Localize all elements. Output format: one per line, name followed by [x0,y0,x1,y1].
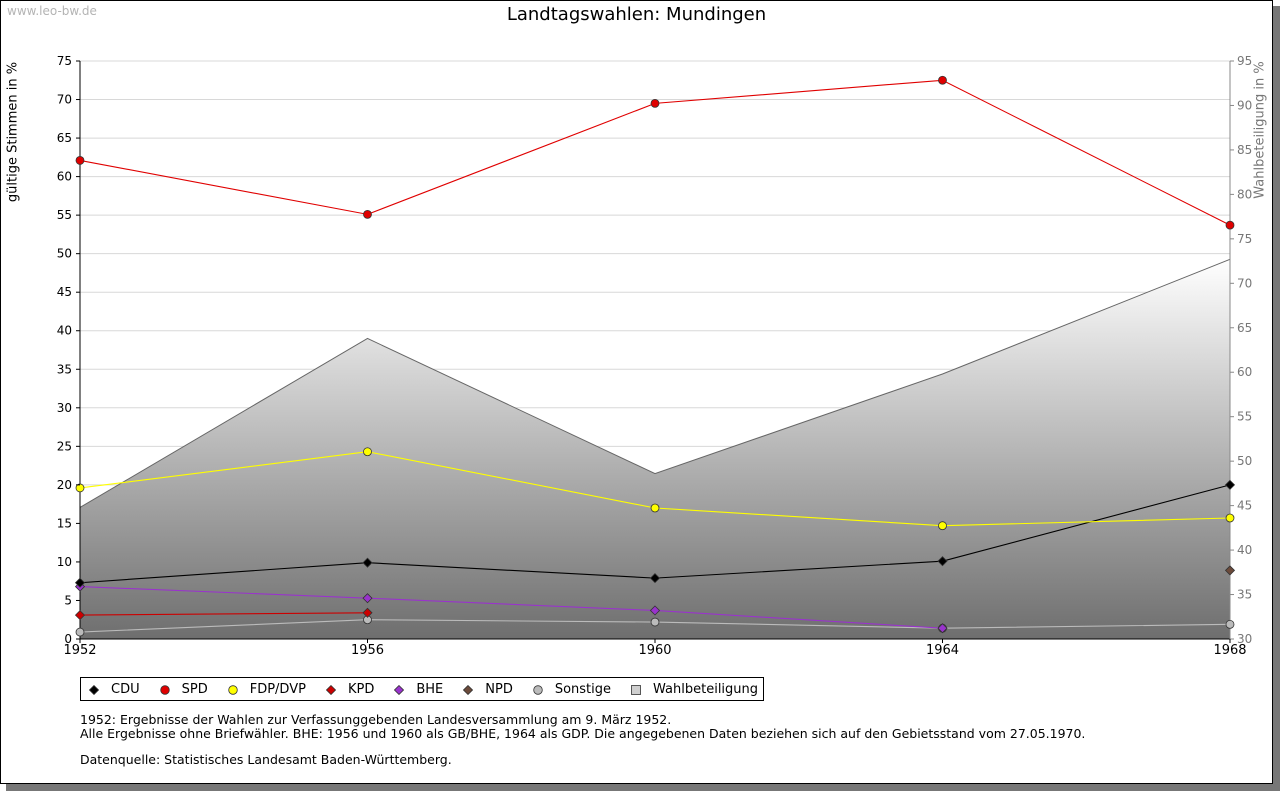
y-tick-label-right: 95 [1237,54,1252,68]
legend-label-spd: SPD [181,681,208,697]
legend-marker-kpd [325,684,337,696]
legend-label-cdu: CDU [111,681,140,697]
legend-marker-wahlbeteiligung [631,684,641,695]
y-tick-label-left: 65 [57,131,72,145]
point-fdp-dvp [938,521,947,531]
legend-item-bhe: BHE [394,682,443,697]
y-tick-label-left: 75 [57,54,72,68]
watermark: www.leo-bw.de [7,4,97,18]
frame-shadow-right [1273,6,1280,791]
x-tick-label: 1968 [1213,643,1246,658]
y-tick-label-right: 35 [1237,588,1252,602]
y-tick-label-right: 50 [1237,454,1252,468]
y-tick-label-left: 55 [57,208,72,222]
y-tick-label-left: 30 [57,401,72,415]
y-tick-label-right: 65 [1237,321,1252,335]
footnote-line-1: 1952: Ergebnisse der Wahlen zur Verfassu… [80,712,672,727]
y-tick-label-left: 0 [64,632,72,646]
y-tick-label-left: 15 [57,516,72,530]
point-cdu [937,556,948,567]
legend-label-npd: NPD [485,681,513,697]
y-tick-label-left: 45 [57,285,72,299]
area-line-wahlbeteiligung [79,258,1231,508]
y-tick-label-left: 35 [57,362,72,376]
series-line-kpd [79,612,368,616]
point-spd [1225,220,1235,230]
x-tick-label: 1956 [351,643,384,658]
y-tick-label-right: 40 [1237,543,1252,557]
y-tick-label-left: 10 [57,555,72,569]
x-tick-label: 1960 [638,643,671,658]
point-kpd [74,610,86,621]
point-sonstige [75,627,85,637]
legend-item-fdp-dvp: FDP/DVP [228,682,306,697]
point-sonstige [1225,619,1235,629]
data-source: Datenquelle: Statistisches Landesamt Bad… [80,752,452,767]
point-cdu [74,577,86,588]
point-cdu [649,573,661,584]
legend-item-sonstige: Sonstige [533,682,611,697]
y-tick-label-left: 40 [57,324,72,338]
series-line-bhe [79,586,943,629]
y-tick-label-right: 60 [1237,365,1252,379]
y-tick-label-right: 75 [1237,232,1252,246]
point-spd [650,98,660,108]
x-tick-label: 1964 [926,643,959,658]
y-tick-label-left: 50 [57,247,72,261]
y-tick-label-right: 90 [1237,98,1252,112]
point-fdp-dvp [1225,513,1235,523]
chart-legend: CDU SPD FDP/DVP KPD BHE NPD Sonstige Wahlbeteil… [80,677,765,701]
frame-shadow-bottom [6,784,1280,791]
point-bhe [937,623,948,634]
legend-item-cdu: CDU [88,681,140,697]
legend-label-kpd: KPD [347,681,375,697]
point-bhe [362,593,373,604]
point-spd [363,209,372,219]
y-tick-label-left: 5 [64,593,72,607]
x-tick-label: 1952 [63,643,96,658]
y-tick-label-right: 45 [1237,499,1252,513]
legend-item-spd: SPD [159,681,208,697]
point-spd [938,75,947,85]
point-fdp-dvp [650,503,660,513]
y-tick-label-left: 70 [57,93,72,107]
point-npd [1224,565,1236,576]
area-wahlbeteiligung [80,259,1230,639]
legend-marker-fdp-dvp [228,684,238,695]
legend-marker-npd [463,684,474,696]
legend-marker-bhe [394,684,405,696]
legend-marker-cdu [88,684,100,696]
point-fdp-dvp [75,483,85,493]
point-sonstige [650,617,660,627]
y-tick-label-right: 70 [1237,276,1252,290]
legend-item-npd: NPD [463,682,513,697]
legend-item-kpd: KPD [325,681,375,697]
point-spd [75,156,85,165]
legend-marker-sonstige [533,684,543,695]
y-tick-label-right: 30 [1237,632,1252,646]
y-tick-label-left: 60 [57,170,72,184]
chart-title: Landtagswahlen: Mundingen [506,4,767,25]
point-kpd [362,607,373,618]
point-fdp-dvp [363,447,372,457]
y-tick-label-right: 80 [1237,187,1252,201]
legend-label-sonstige: Sonstige [554,681,612,697]
point-bhe [649,605,661,616]
y-tick-label-right: 55 [1237,410,1252,424]
legend-label-wahlbeteiligung: Wahlbeteiligung [653,681,759,697]
point-cdu [1224,479,1236,490]
legend-label-bhe: BHE [416,681,444,697]
footnotes: 1952: Ergebnisse der Wahlen zur Verfassu… [80,713,1085,767]
footnote-line-2: Alle Ergebnisse ohne Briefwähler. BHE: 1… [80,726,1086,741]
legend-label-fdp-dvp: FDP/DVP [249,681,306,697]
y-tick-label-left: 25 [57,439,72,453]
y-tick-label-left: 20 [57,478,72,492]
legend-marker-spd [159,684,170,695]
y-tick-label-right: 85 [1237,143,1252,157]
point-cdu [362,557,373,568]
legend-item-wahlbeteiligung: Wahlbeteiligung [631,682,758,697]
line-chart: 0 5 10 15 20 25 30 35 40 45 50 55 60 65 70 75 30 35 40 45 50… [57,54,1253,658]
